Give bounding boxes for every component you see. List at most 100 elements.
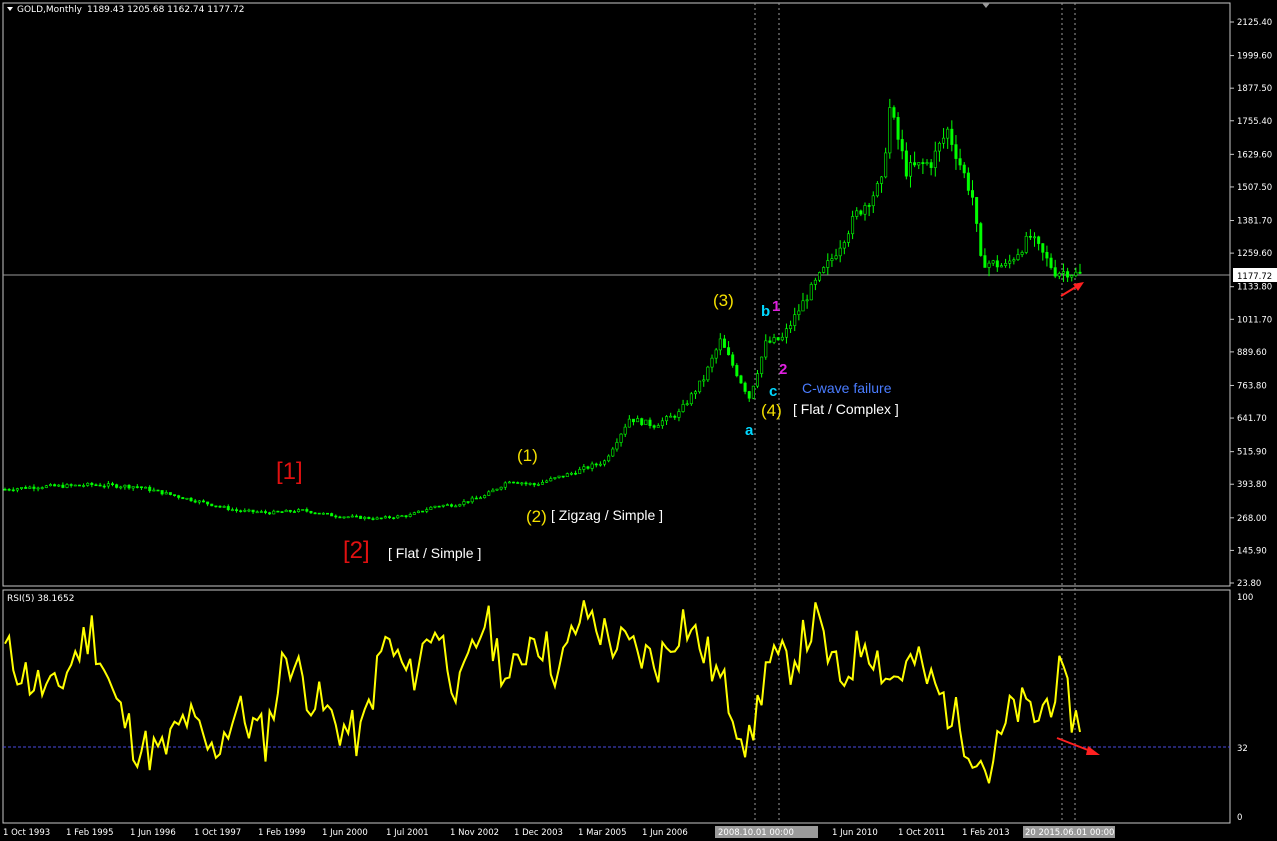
candle <box>383 515 387 519</box>
candle-series <box>3 98 1082 521</box>
price-arrow-icon <box>1060 282 1084 297</box>
candle <box>437 505 441 508</box>
candle <box>119 485 123 490</box>
candle <box>474 495 478 500</box>
price-axis-label: 1629.60 <box>1237 150 1272 160</box>
price-axis-label: 1877.50 <box>1237 84 1272 94</box>
candle <box>950 120 954 152</box>
scroll-marker-icon[interactable] <box>982 3 990 8</box>
candle <box>524 481 528 487</box>
candle <box>90 481 94 488</box>
candle <box>396 514 400 519</box>
candle <box>462 499 466 507</box>
candle <box>251 509 255 514</box>
current-price-tag-text: 1177.72 <box>1237 272 1272 282</box>
price-axis-label: 1999.60 <box>1237 52 1272 62</box>
candle <box>545 479 549 483</box>
candle <box>20 487 24 490</box>
wave-label-intermediate-3: (3) <box>713 291 734 310</box>
candle <box>1066 267 1070 282</box>
candle <box>342 516 346 519</box>
candle <box>607 454 611 463</box>
time-axis-label: 1 Oct 1993 <box>3 828 50 838</box>
candle <box>995 255 999 272</box>
candle <box>127 484 131 490</box>
candle <box>330 512 334 517</box>
candle <box>747 390 751 402</box>
candle <box>1028 229 1032 240</box>
candle <box>259 509 263 513</box>
candle <box>1061 263 1065 282</box>
candle <box>1074 267 1078 278</box>
candle <box>239 509 243 513</box>
candle <box>53 483 57 487</box>
candle <box>665 415 669 426</box>
candle <box>1033 232 1037 247</box>
candle <box>363 516 367 521</box>
candle <box>317 512 321 515</box>
candle <box>698 380 702 394</box>
crosshair-time-text-1: 2008.10.01 00:00 <box>718 828 794 838</box>
price-panel-frame <box>2 2 1231 587</box>
candle <box>818 271 822 283</box>
candle <box>499 486 503 491</box>
candle <box>313 512 317 515</box>
note-c-wave-failure: C-wave failure <box>802 380 892 396</box>
candle <box>933 141 937 177</box>
candle <box>441 504 445 508</box>
candle <box>1049 253 1053 270</box>
candle <box>458 503 462 507</box>
candle <box>925 159 929 166</box>
candle <box>1012 257 1016 265</box>
candle <box>69 483 73 488</box>
candle <box>851 210 855 240</box>
candle <box>280 510 284 513</box>
candle <box>111 481 115 487</box>
candle <box>371 516 375 521</box>
price-axis-label: 1507.50 <box>1237 183 1272 193</box>
candle <box>789 320 793 333</box>
candle <box>797 304 801 321</box>
candle <box>768 336 772 344</box>
price-axis-label: 268.00 <box>1237 514 1267 524</box>
time-axis-label: 1 Jun 2000 <box>322 828 368 838</box>
candle <box>350 514 354 518</box>
candle <box>714 347 718 364</box>
candle <box>731 352 735 368</box>
rsi-axis-32: 32 <box>1237 744 1248 754</box>
current-price-tag <box>1233 268 1277 282</box>
candle <box>445 503 449 506</box>
candle <box>557 475 561 479</box>
candle <box>301 509 305 511</box>
candle <box>586 465 590 470</box>
candle <box>962 162 966 179</box>
candle <box>1053 259 1057 279</box>
candle <box>379 517 383 520</box>
candle <box>429 506 433 510</box>
candle <box>921 158 925 174</box>
candle <box>970 180 974 206</box>
candle <box>987 260 991 277</box>
candle <box>896 112 900 150</box>
candle <box>483 494 487 499</box>
dropdown-triangle-icon[interactable] <box>7 7 13 11</box>
candle <box>929 158 933 176</box>
candle <box>520 481 524 486</box>
candle <box>644 419 648 425</box>
candle <box>1070 274 1074 282</box>
candle <box>3 487 7 491</box>
candle <box>400 514 404 518</box>
candle <box>86 482 90 487</box>
candle <box>288 509 292 513</box>
price-axis-label: 641.70 <box>1237 414 1267 424</box>
rsi-axis-100: 100 <box>1237 593 1253 603</box>
candle <box>805 294 809 309</box>
candle <box>416 510 420 514</box>
candle <box>272 509 276 515</box>
candle <box>528 482 532 486</box>
candle <box>152 487 156 492</box>
candle <box>863 202 867 221</box>
candle <box>846 230 850 247</box>
candle <box>702 374 706 387</box>
